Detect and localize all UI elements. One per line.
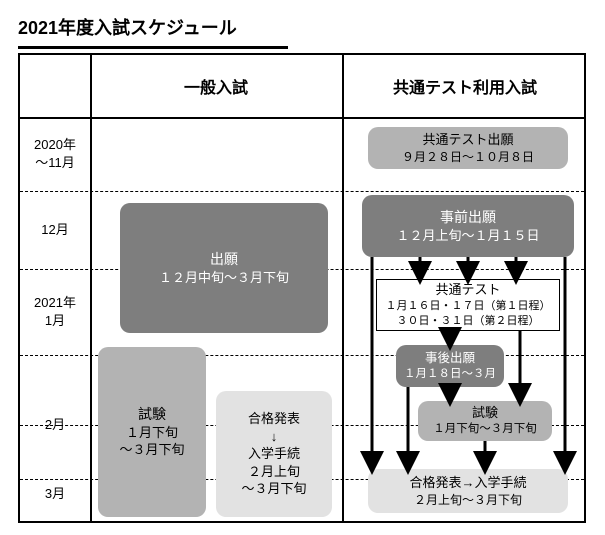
- schedule-grid: 一般入試 共通テスト利用入試 2020年 ～11月 12月 2021年 1月 2…: [18, 53, 586, 523]
- box-title: 出願: [210, 250, 238, 269]
- row-label: 2020年 ～11月: [20, 117, 90, 191]
- box-common-application-0: 共通テスト出願 ９月２８日～１０月８日: [368, 127, 568, 169]
- box-dates: １月１６日・１７日（第１日程） ３０日・３１日（第２日程）: [386, 299, 551, 329]
- header-divider: [20, 117, 584, 119]
- col-divider-2: [342, 55, 344, 521]
- row-divider: [20, 191, 584, 192]
- row-label: 2021年 1月: [20, 269, 90, 355]
- box-title: 事後出願: [425, 350, 475, 367]
- box-general-application: 出願 １２月中旬～３月下旬: [120, 203, 328, 333]
- row-label: 3月: [20, 469, 90, 519]
- box-dates: １月下旬 ～３月下旬: [119, 424, 184, 459]
- box-dates: ２月上旬 ～３月下旬: [241, 463, 306, 498]
- box-common-post-application: 事後出願 １月１８日～３月: [396, 345, 504, 387]
- box-title: 共通テスト: [435, 281, 500, 299]
- box-general-result: 合格発表 ↓ 入学手続 ２月上旬 ～３月下旬: [216, 391, 332, 517]
- box-title: 共通テスト出願: [422, 131, 513, 149]
- box-common-pre-application: 事前出願 １２月上旬～１月１５日: [362, 195, 574, 257]
- col-header-general: 一般入試: [90, 55, 342, 117]
- box-common-result: 合格発表→入学手続 ２月上旬～３月下旬: [368, 469, 568, 513]
- box-title: 試験: [472, 404, 498, 422]
- col-header-common: 共通テスト利用入試: [342, 55, 588, 117]
- box-title: 事前出願: [440, 208, 496, 227]
- box-dates: １２月上旬～１月１５日: [396, 227, 539, 245]
- col-divider-1: [90, 55, 92, 521]
- box-title: 合格発表→入学手続: [409, 474, 526, 492]
- box-general-exam: 試験 １月下旬 ～３月下旬: [98, 347, 206, 517]
- box-dates: １月１８日～３月: [404, 367, 496, 383]
- row-label: 12月: [20, 191, 90, 269]
- box-dates: ２月上旬～３月下旬: [414, 492, 522, 508]
- box-title: 合格発表 ↓ 入学手続: [248, 410, 300, 463]
- box-dates: １２月中旬～３月下旬: [159, 269, 289, 287]
- page-title: 2021年度入試スケジュール: [18, 14, 288, 49]
- box-common-exam: 試験 １月下旬～３月下旬: [418, 401, 552, 441]
- row-label: 2月: [20, 395, 90, 455]
- box-title: 試験: [138, 405, 166, 424]
- box-dates: ９月２８日～１０月８日: [402, 149, 534, 165]
- box-common-test: 共通テスト １月１６日・１７日（第１日程） ３０日・３１日（第２日程）: [376, 279, 560, 331]
- box-dates: １月下旬～３月下旬: [433, 422, 537, 438]
